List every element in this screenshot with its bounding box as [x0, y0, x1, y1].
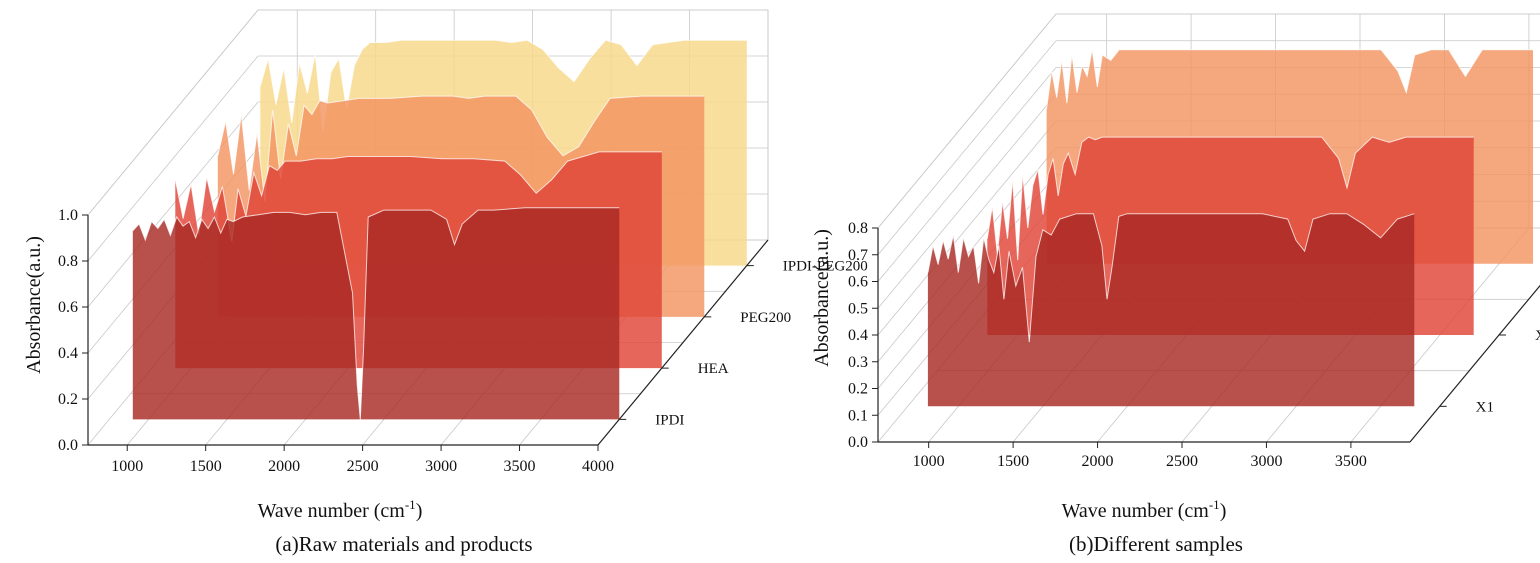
- series-line-hea: [174, 151, 662, 242]
- x-axis-title: Wave number (cm-1): [1062, 497, 1227, 522]
- z-axis-line: [597, 239, 769, 446]
- y-axis-title: Absorbance(a.u.): [23, 236, 45, 374]
- y-tick-label: 0.3: [848, 354, 868, 371]
- x-tick-label: 1500: [190, 458, 222, 475]
- x-axis-title: Wave number (cm-1): [258, 497, 423, 522]
- side-wall-gridline: [877, 93, 1057, 309]
- x-tick-label: 2000: [1082, 453, 1114, 470]
- y-tick-label: 0.6: [848, 274, 868, 291]
- y-tick-label: 1.0: [58, 207, 78, 224]
- chart-a-raw-materials: 0.0 0.2 0.4 0.6 0.8 1.0 1000 1500 2000 2500 3000 35…: [23, 9, 868, 556]
- z-category-label: X1: [1476, 399, 1494, 415]
- x-tick-label: 2000: [268, 458, 300, 475]
- y-tick-label: 0.0: [848, 434, 868, 451]
- side-top-edge: [87, 9, 259, 216]
- z-category-label: HEA: [698, 361, 729, 377]
- series-line-x1: [927, 213, 1415, 343]
- x-tick-label: 1000: [111, 458, 143, 475]
- side-wall-gridline: [877, 40, 1057, 256]
- figure-caption: (b)Different samples: [1069, 532, 1243, 556]
- y-tick-label: 0.0: [58, 437, 78, 454]
- x-tick-label: 4000: [582, 458, 614, 475]
- figure-caption: (a)Raw materials and products: [275, 532, 532, 556]
- x-tick-label: 2500: [347, 458, 379, 475]
- y-tick-label: 0.2: [848, 381, 868, 398]
- side-top-edge: [877, 13, 1057, 229]
- side-wall-gridline: [87, 55, 259, 262]
- x-tick-label: 3500: [504, 458, 536, 475]
- y-axis-title: Absorbance(a.u.): [811, 229, 833, 367]
- y-tick-label: 0.1: [848, 407, 868, 424]
- series-line-peg200: [217, 95, 705, 202]
- y-tick-label: 0.5: [848, 300, 868, 317]
- series-line-x2: [986, 136, 1474, 261]
- series-line-x3: [1046, 49, 1533, 109]
- side-wall-gridline: [87, 101, 259, 308]
- z-category-label: IPDI: [655, 412, 684, 428]
- z-category-label: PEG200: [740, 310, 791, 326]
- chart-b-different-samples: 0.0 0.1 0.2 0.3 0.4 0.5 0.6 0.7 0.8 1000 1500 2000 2…: [811, 13, 1540, 556]
- z-category-label: X2: [1535, 328, 1540, 344]
- y-tick-label: 0.4: [848, 327, 868, 344]
- y-tick-label: 0.2: [58, 391, 78, 408]
- x-tick-label: 3500: [1335, 453, 1367, 470]
- side-wall-gridline: [877, 120, 1057, 336]
- x-tick-label: 3000: [1250, 453, 1282, 470]
- series-area-ipdi: [132, 207, 620, 420]
- x-tick-label: 1500: [997, 453, 1029, 470]
- x-tick-label: 1000: [913, 453, 945, 470]
- side-wall-gridline: [877, 67, 1057, 282]
- series-line-ipdi: [132, 207, 620, 420]
- x-tick-label: 3000: [425, 458, 457, 475]
- series-line-ipdi-peg200: [259, 39, 747, 133]
- z-category-label: IPDI-PEG200: [783, 259, 868, 275]
- y-tick-label: 0.8: [848, 220, 868, 237]
- y-tick-label: 0.8: [58, 253, 78, 270]
- y-tick-label: 0.6: [58, 299, 78, 316]
- y-tick-label: 0.7: [848, 247, 868, 264]
- series-area-x1: [927, 213, 1415, 407]
- x-tick-label: 2500: [1166, 453, 1198, 470]
- y-tick-label: 0.4: [58, 345, 78, 362]
